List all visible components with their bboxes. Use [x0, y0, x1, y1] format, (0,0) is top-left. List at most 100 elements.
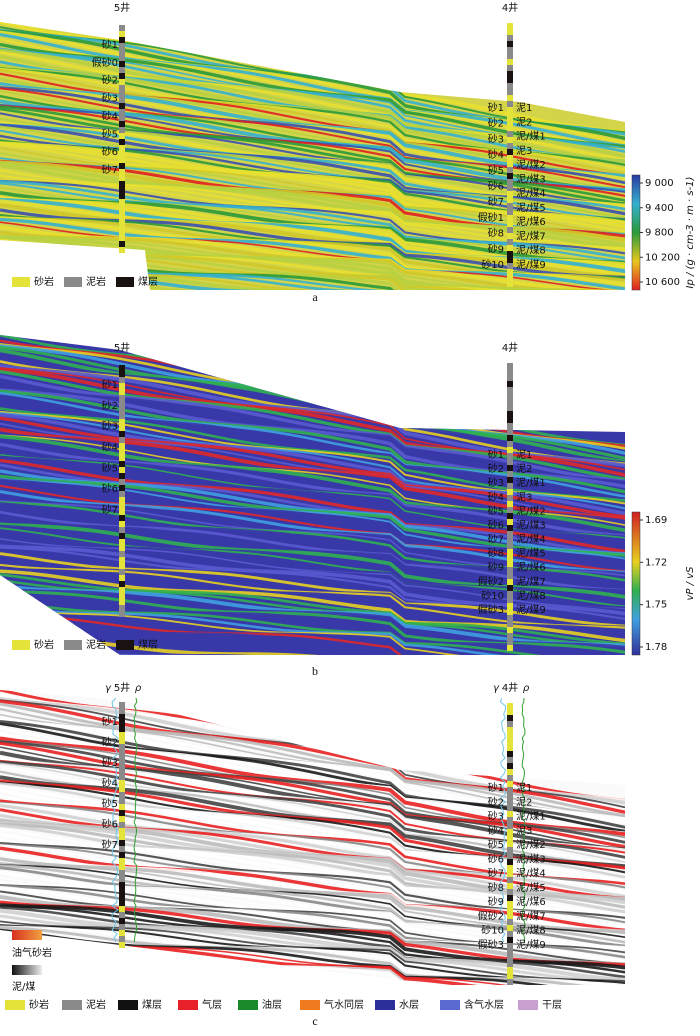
well-log-segment: [119, 85, 125, 91]
seismic-stripe: [0, 457, 625, 549]
seismic-stripe: [0, 163, 625, 250]
well-log-segment: [507, 209, 513, 215]
seismic-stripe: [0, 610, 625, 655]
well-log-segment: [119, 193, 125, 199]
well-log-segment: [507, 495, 513, 501]
seismic-stripe: [0, 908, 625, 983]
well-log-segment: [507, 519, 513, 525]
seismic-stripe: [0, 926, 625, 985]
well-log-segment: [507, 549, 513, 555]
well-log-segment: [507, 889, 513, 895]
well-log-segment: [119, 419, 125, 425]
layer-label: 泥/煤2: [516, 838, 546, 851]
layer-label: 泥/煤8: [516, 244, 546, 257]
seismic-stripe: [0, 764, 625, 868]
seismic-stripe: [0, 391, 625, 499]
seismic-stripe: [0, 591, 625, 655]
colorbar: [631, 174, 641, 291]
well-log-segment: [507, 733, 513, 739]
well-log-segment: [507, 955, 513, 961]
well-log-segment: [507, 429, 513, 435]
well-log-segment: [119, 109, 125, 115]
layer-label: 砂4: [488, 490, 504, 503]
well-log-segment: [507, 877, 513, 883]
well-log-segment: [119, 870, 125, 876]
well-log-segment: [507, 799, 513, 805]
well-log-segment: [119, 241, 125, 247]
well-log-segment: [507, 709, 513, 715]
legend-swatch: [12, 640, 30, 650]
well-log-segment: [119, 49, 125, 55]
well-log-segment: [119, 924, 125, 930]
layer-label: 砂5: [488, 838, 504, 851]
well-log-segment: [119, 157, 125, 163]
layer-label: 泥/煤8: [516, 924, 546, 937]
well-log-segment: [507, 369, 513, 375]
seismic-stripe: [0, 546, 625, 621]
seismic-stripe: [0, 381, 625, 484]
seismic-stripe: [0, 722, 625, 834]
well-log-segment: [119, 383, 125, 389]
legend-swatch: [5, 1000, 25, 1010]
layer-label: 假砂0: [92, 56, 118, 69]
layer-label: 泥/煤6: [516, 215, 546, 228]
well-log-segment: [507, 579, 513, 585]
legend-label: 砂岩: [34, 638, 54, 651]
well-log-segment: [507, 603, 513, 609]
well-log-segment: [119, 605, 125, 611]
well-log-segment: [507, 823, 513, 829]
well-log-segment: [507, 101, 513, 107]
well-log-segment: [507, 197, 513, 203]
layer-label: 泥2: [516, 115, 532, 128]
layer-label: 砂2: [102, 736, 118, 749]
seismic-stripe: [0, 719, 625, 830]
well-log-segment: [119, 882, 125, 888]
well-log-segment: [507, 543, 513, 549]
layer-label: 泥/煤1: [516, 130, 546, 143]
well-log-segment: [507, 155, 513, 161]
legend-swatch: [375, 1000, 395, 1010]
layer-label: 泥/煤4: [516, 187, 546, 200]
well-log-segment: [119, 401, 125, 407]
well-log-segment: [119, 437, 125, 443]
colorbar-tick-label: 9 400: [645, 203, 674, 214]
well-log-segment: [119, 593, 125, 599]
colorbar-tick-label: 9 800: [645, 228, 674, 239]
well-log-segment: [507, 239, 513, 245]
layer-label: 砂6: [488, 180, 504, 193]
well-log-segment: [119, 139, 125, 145]
layer-label: 泥/煤4: [516, 867, 546, 880]
seismic-stripe: [0, 147, 625, 235]
well-log-segment: [119, 569, 125, 575]
colorbar-label: Ip / (g · cm-3 · m · s-1): [685, 177, 696, 289]
well-log-segment: [507, 125, 513, 131]
layer-label: 砂3: [488, 476, 504, 489]
well-log-segment: [119, 73, 125, 79]
layer-label: 假砂2: [478, 575, 504, 588]
layer-label: 砂4: [102, 109, 118, 122]
layer-label: 泥/煤3: [516, 852, 546, 865]
well-log-segment: [507, 633, 513, 639]
well-log-segment: [507, 161, 513, 167]
layer-label: 砂4: [102, 441, 118, 454]
well-log-segment: [119, 425, 125, 431]
well-log-segment: [119, 587, 125, 593]
well-log-segment: [507, 537, 513, 543]
well-log-segment: [119, 864, 125, 870]
seismic-stripe: [0, 568, 625, 638]
well-log-segment: [507, 763, 513, 769]
layer-label: 砂7: [488, 867, 504, 880]
well-log-segment: [119, 557, 125, 563]
layer-label: 泥/煤5: [516, 547, 546, 560]
well-log-segment: [507, 263, 513, 269]
well-log-segment: [507, 393, 513, 399]
layer-label: 砂5: [102, 127, 118, 140]
well-log-segment: [507, 501, 513, 507]
legend-swatch: [238, 1000, 258, 1010]
well-log-segment: [507, 83, 513, 89]
layer-label: 泥/煤4: [516, 533, 546, 546]
seismic-stripe: [0, 182, 625, 264]
well-log-segment: [507, 597, 513, 603]
well-log-segment: [119, 61, 125, 67]
well-log-segment: [119, 365, 125, 371]
